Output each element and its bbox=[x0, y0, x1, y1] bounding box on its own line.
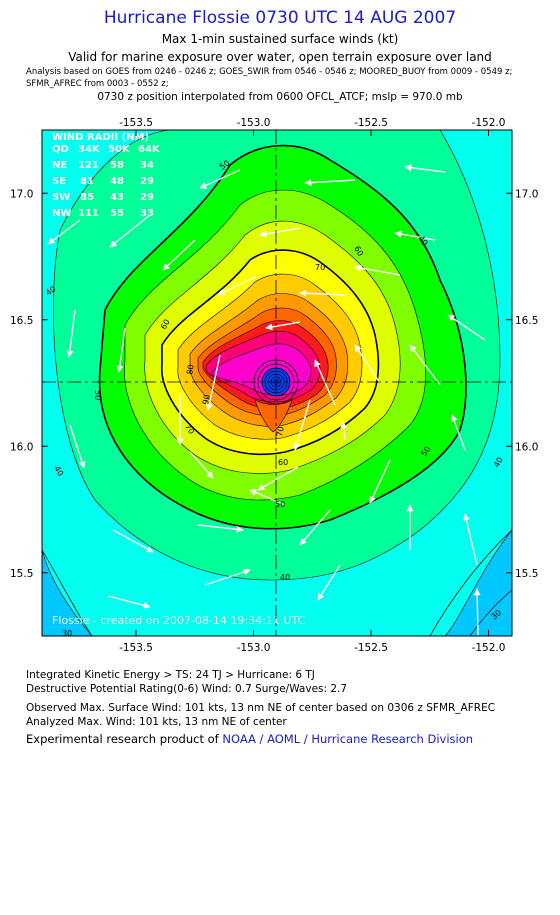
svg-text:40: 40 bbox=[492, 456, 505, 469]
svg-text:-152.5: -152.5 bbox=[354, 642, 388, 654]
analysis-sources-line2: SFMR_AFREC from 0003 - 0552 z; bbox=[26, 79, 169, 89]
svg-text:-153.5: -153.5 bbox=[119, 117, 153, 129]
svg-text:NE: NE bbox=[52, 160, 67, 171]
svg-text:60: 60 bbox=[352, 245, 365, 258]
experimental-prefix: Experimental research product of bbox=[26, 732, 223, 746]
map-title: Hurricane Flossie 0730 UTC 14 AUG 2007 bbox=[103, 8, 457, 28]
svg-text:-153.0: -153.0 bbox=[237, 117, 271, 129]
longitude-labels: -153.5 -153.0 -152.5 -152.0 -153.5 -153.… bbox=[119, 117, 505, 654]
svg-text:80: 80 bbox=[185, 364, 196, 376]
contour-40-southeast bbox=[429, 529, 512, 636]
analysis-sources-line1: Analysis based on GOES from 0246 - 0246 … bbox=[26, 67, 513, 77]
wind-vectors bbox=[47, 164, 486, 636]
svg-text:70: 70 bbox=[275, 426, 286, 438]
svg-text:-152.0: -152.0 bbox=[472, 642, 506, 654]
svg-text:15.5: 15.5 bbox=[515, 568, 538, 580]
axis-ticks bbox=[42, 130, 512, 636]
svg-text:16.5: 16.5 bbox=[515, 315, 538, 327]
svg-text:85: 85 bbox=[80, 192, 94, 203]
svg-text:15.5: 15.5 bbox=[10, 568, 33, 580]
map-subtitle: Max 1-min sustained surface winds (kt) bbox=[161, 32, 399, 46]
svg-text:16.5: 16.5 bbox=[10, 315, 33, 327]
svg-text:NW: NW bbox=[52, 208, 71, 219]
svg-text:-153.0: -153.0 bbox=[237, 642, 271, 654]
svg-text:SE: SE bbox=[52, 176, 66, 187]
svg-text:70: 70 bbox=[183, 423, 196, 436]
svg-text:16.0: 16.0 bbox=[515, 441, 538, 453]
analyzed-max-wind: Analyzed Max. Wind: 101 kts, 13 nm NE of… bbox=[26, 716, 287, 728]
ike-line: Integrated Kinetic Energy > TS: 24 TJ > … bbox=[26, 669, 315, 681]
svg-text:34K: 34K bbox=[78, 144, 101, 155]
svg-text:60: 60 bbox=[159, 318, 172, 331]
svg-text:40: 40 bbox=[52, 465, 65, 478]
observed-max-wind: Observed Max. Surface Wind: 101 kts, 13 … bbox=[26, 702, 496, 714]
svg-text:-152.0: -152.0 bbox=[472, 117, 506, 129]
center-crosshair bbox=[42, 130, 512, 636]
hrd-link[interactable]: NOAA / AOML / Hurricane Research Divisio… bbox=[222, 732, 474, 746]
svg-text:QD: QD bbox=[52, 144, 69, 155]
svg-text:55: 55 bbox=[110, 208, 124, 219]
band-85kt-south bbox=[254, 399, 293, 433]
svg-text:34: 34 bbox=[140, 160, 154, 171]
svg-text:33: 33 bbox=[140, 208, 154, 219]
contour-30-southeast bbox=[469, 589, 512, 636]
svg-text:121: 121 bbox=[78, 160, 99, 171]
svg-text:58: 58 bbox=[110, 160, 124, 171]
svg-text:SW: SW bbox=[52, 192, 70, 203]
svg-text:81: 81 bbox=[80, 176, 94, 187]
latitude-labels: 17.0 16.5 16.0 15.5 17.0 16.5 16.0 15.5 bbox=[10, 188, 538, 580]
svg-text:111: 111 bbox=[78, 208, 99, 219]
svg-text:17.0: 17.0 bbox=[515, 188, 538, 200]
svg-text:90: 90 bbox=[201, 394, 212, 406]
svg-text:-152.5: -152.5 bbox=[354, 117, 388, 129]
svg-text:17.0: 17.0 bbox=[10, 188, 33, 200]
svg-text:WIND RADII (NM): WIND RADII (NM) bbox=[52, 132, 149, 143]
svg-text:-153.5: -153.5 bbox=[119, 642, 153, 654]
svg-text:50: 50 bbox=[93, 390, 102, 400]
contour-30-southwest bbox=[42, 549, 93, 636]
svg-text:64K: 64K bbox=[138, 144, 161, 155]
svg-text:60: 60 bbox=[278, 458, 288, 467]
svg-text:50: 50 bbox=[275, 500, 285, 509]
destructive-potential-line: Destructive Potential Rating(0-6) Wind: … bbox=[26, 683, 348, 695]
svg-text:29: 29 bbox=[140, 176, 154, 187]
wind-field-map: 50 40 60 40 70 60 50 80 90 70 70 60 50 5… bbox=[10, 117, 538, 654]
validity-note: Valid for marine exposure over water, op… bbox=[68, 50, 492, 64]
position-note: 0730 z position interpolated from 0600 O… bbox=[97, 91, 463, 103]
creation-credit: Flossie - created on 2007-08-14 19:34:11… bbox=[52, 614, 305, 627]
svg-text:40: 40 bbox=[280, 573, 290, 582]
svg-text:48: 48 bbox=[110, 176, 124, 187]
wind-radii-table: WIND RADII (NM) QD 34K 50K 64K NE 121 58… bbox=[52, 132, 161, 219]
contour-labels: 50 40 60 40 70 60 50 80 90 70 70 60 50 5… bbox=[44, 158, 505, 638]
map-frame bbox=[41, 129, 513, 637]
svg-text:70: 70 bbox=[315, 263, 325, 272]
svg-text:43: 43 bbox=[110, 192, 124, 203]
svg-text:30: 30 bbox=[62, 629, 72, 638]
svg-text:29: 29 bbox=[140, 192, 154, 203]
svg-text:50K: 50K bbox=[108, 144, 131, 155]
svg-text:16.0: 16.0 bbox=[10, 441, 33, 453]
experimental-credit: Experimental research product of NOAA / … bbox=[26, 732, 473, 746]
